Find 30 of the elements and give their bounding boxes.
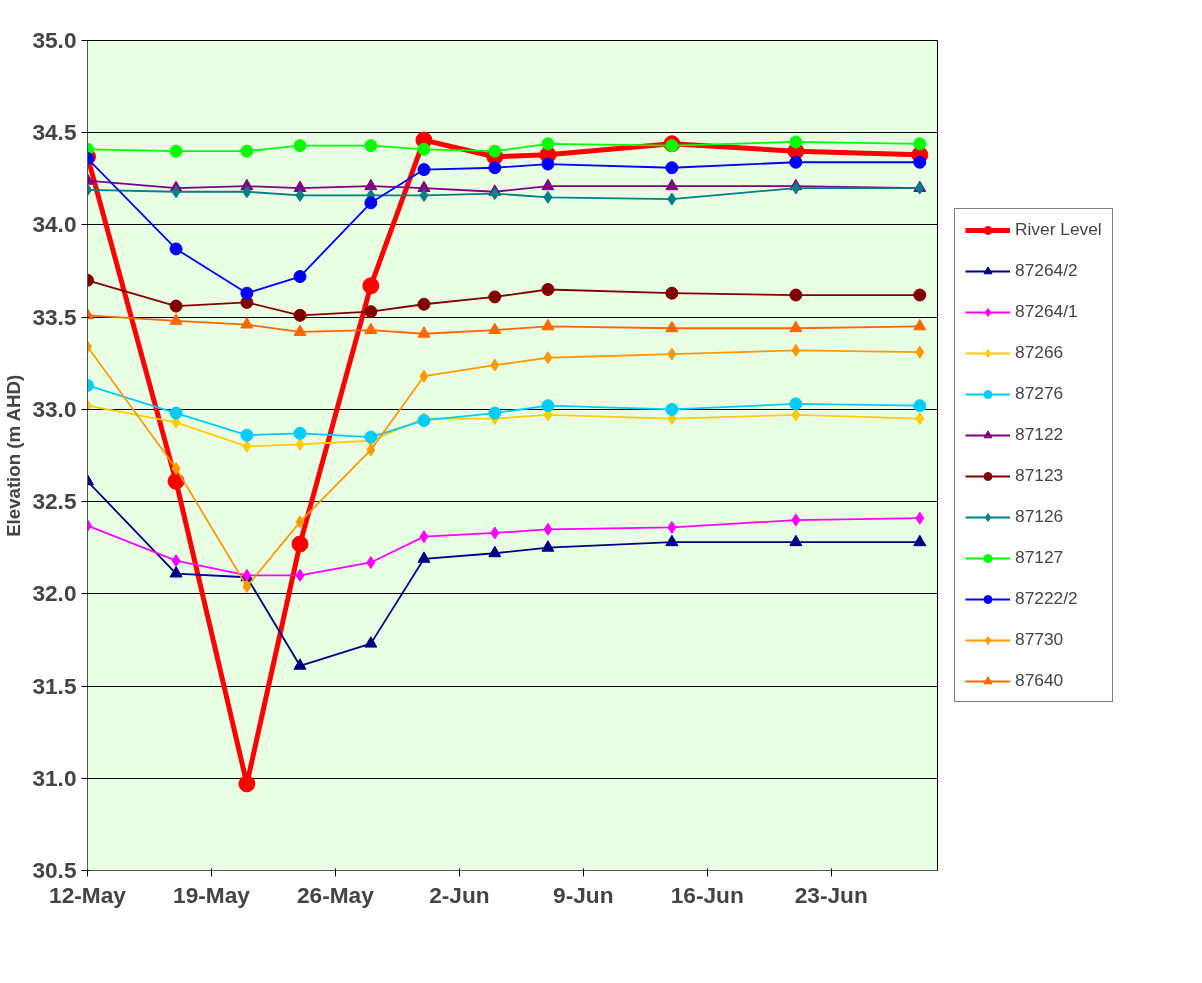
y-tick-label: 34.0 (32, 211, 77, 238)
legend-label: 87126 (1015, 506, 1064, 527)
y-tick-label: 35.0 (32, 27, 77, 53)
legend-label: 87222/2 (1015, 588, 1078, 609)
y-axis-title: Elevation (m AHD) (3, 374, 25, 537)
y-tick-label: 31.5 (32, 672, 77, 699)
y-tick-label: 33.0 (32, 395, 77, 422)
legend-label: River Level (1015, 219, 1102, 240)
y-tick-label: 33.5 (32, 303, 77, 330)
x-tick-label: 23-Jun (794, 881, 868, 908)
y-tick-label: 31.0 (32, 764, 77, 791)
legend-label: 87640 (1015, 670, 1064, 691)
y-tick-label: 34.5 (32, 119, 77, 146)
x-tick-label: 12-May (49, 881, 127, 908)
y-tick-label: 32.5 (32, 488, 77, 515)
legend-label: 87266 (1015, 342, 1064, 363)
legend-label: 87122 (1015, 424, 1064, 445)
x-tick-label: 19-May (173, 881, 251, 908)
x-tick-label: 9-Jun (553, 881, 614, 908)
y-tick-label: 30.5 (32, 857, 77, 883)
x-tick-label: 26-May (297, 881, 375, 908)
x-tick-label: 16-Jun (670, 881, 744, 908)
x-tick-label: 2-Jun (429, 881, 490, 908)
y-tick-label: 32.0 (32, 580, 77, 607)
legend-label: 87123 (1015, 465, 1064, 486)
legend-label: 87264/1 (1015, 301, 1078, 322)
legend-label: 87276 (1015, 383, 1064, 404)
legend-label: 87264/2 (1015, 260, 1078, 281)
legend-label: 87730 (1015, 629, 1064, 650)
legend-label: 87127 (1015, 547, 1064, 568)
